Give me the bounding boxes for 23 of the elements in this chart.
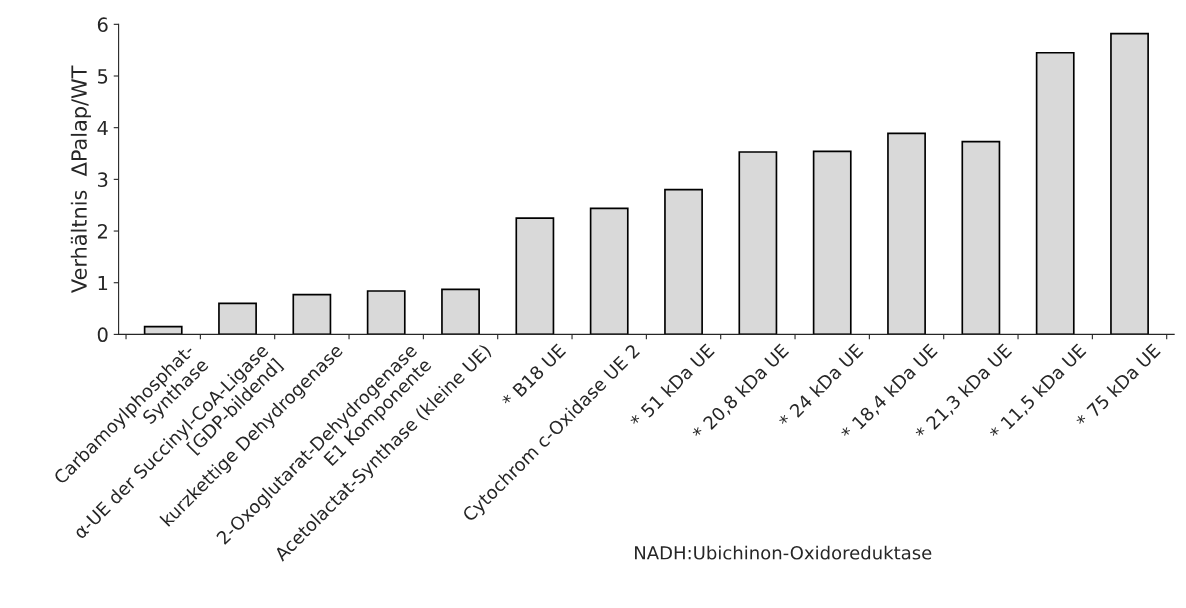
y-tick-label: 2 [97, 224, 107, 239]
bar [292, 293, 332, 335]
y-tick-label: 3 [97, 172, 108, 188]
text: NADH:Ubichinon-Oxidoreduktase [635, 545, 932, 560]
bar [515, 217, 555, 335]
y-axis-title: Verhältnis ΔPalap/WT [70, 65, 91, 293]
y-tick-label: 6 [97, 17, 108, 32]
y-tick-label: 5 [98, 69, 108, 84]
bar [664, 188, 703, 335]
bar [143, 325, 183, 335]
bar [218, 302, 257, 335]
bar [1110, 32, 1149, 335]
y-tick-label: 1 [98, 275, 108, 291]
bar [961, 140, 1001, 335]
bar [1035, 51, 1075, 335]
bar [887, 132, 926, 335]
bar [738, 151, 778, 335]
bar [812, 150, 852, 335]
bar [589, 207, 629, 335]
bar [366, 290, 406, 335]
bar [441, 288, 480, 335]
y-tick-label: 0 [97, 327, 108, 343]
y-tick-label: 4 [97, 120, 108, 136]
